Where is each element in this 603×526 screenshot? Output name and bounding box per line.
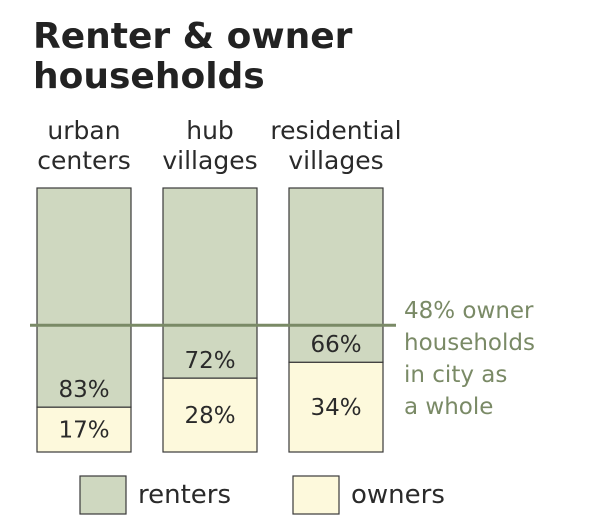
category-label-2-1: villages	[288, 146, 383, 175]
chart-title: Renter & owner households	[33, 16, 353, 97]
legend-swatch-renters	[79, 475, 127, 515]
reference-label: 48% owner households in city as a whole	[404, 298, 535, 420]
category-label-0-0: urban	[47, 116, 120, 145]
category-label-2-0: residential	[270, 116, 401, 145]
category-label-1-1: villages	[162, 146, 257, 175]
category-label-1-0: hub	[186, 116, 234, 145]
title-line-2: households	[33, 56, 265, 97]
legend-label-renters: renters	[138, 480, 231, 510]
reference-label-line-3: in city as	[404, 362, 507, 388]
bar-renters-0	[36, 187, 132, 408]
value-label-owners-2: 34%	[310, 395, 361, 421]
reference-label-line-2: households	[404, 330, 535, 356]
value-labels: 83% 17% 72% 28% 66% 34%	[58, 332, 361, 443]
bars	[36, 187, 384, 453]
bar-renters-2	[288, 187, 384, 363]
legend-swatch-owners	[292, 475, 340, 515]
bar-owners-0	[36, 406, 132, 453]
value-label-renters-0: 83%	[58, 377, 109, 403]
reference-label-line-1: 48% owner	[404, 298, 534, 324]
value-label-renters-2: 66%	[310, 332, 361, 358]
bar-owners-2	[288, 361, 384, 453]
value-label-renters-1: 72%	[184, 348, 235, 374]
bar-renters-1	[162, 187, 258, 379]
legend: renters owners	[79, 475, 445, 515]
value-label-owners-1: 28%	[184, 403, 235, 429]
reference-label-line-4: a whole	[404, 394, 493, 420]
value-label-owners-0: 17%	[58, 418, 109, 444]
category-label-0-1: centers	[37, 146, 130, 175]
category-labels: urbancentershubvillagesresidentialvillag…	[37, 116, 401, 175]
legend-label-owners: owners	[351, 480, 445, 510]
title-line-1: Renter & owner	[33, 16, 353, 57]
